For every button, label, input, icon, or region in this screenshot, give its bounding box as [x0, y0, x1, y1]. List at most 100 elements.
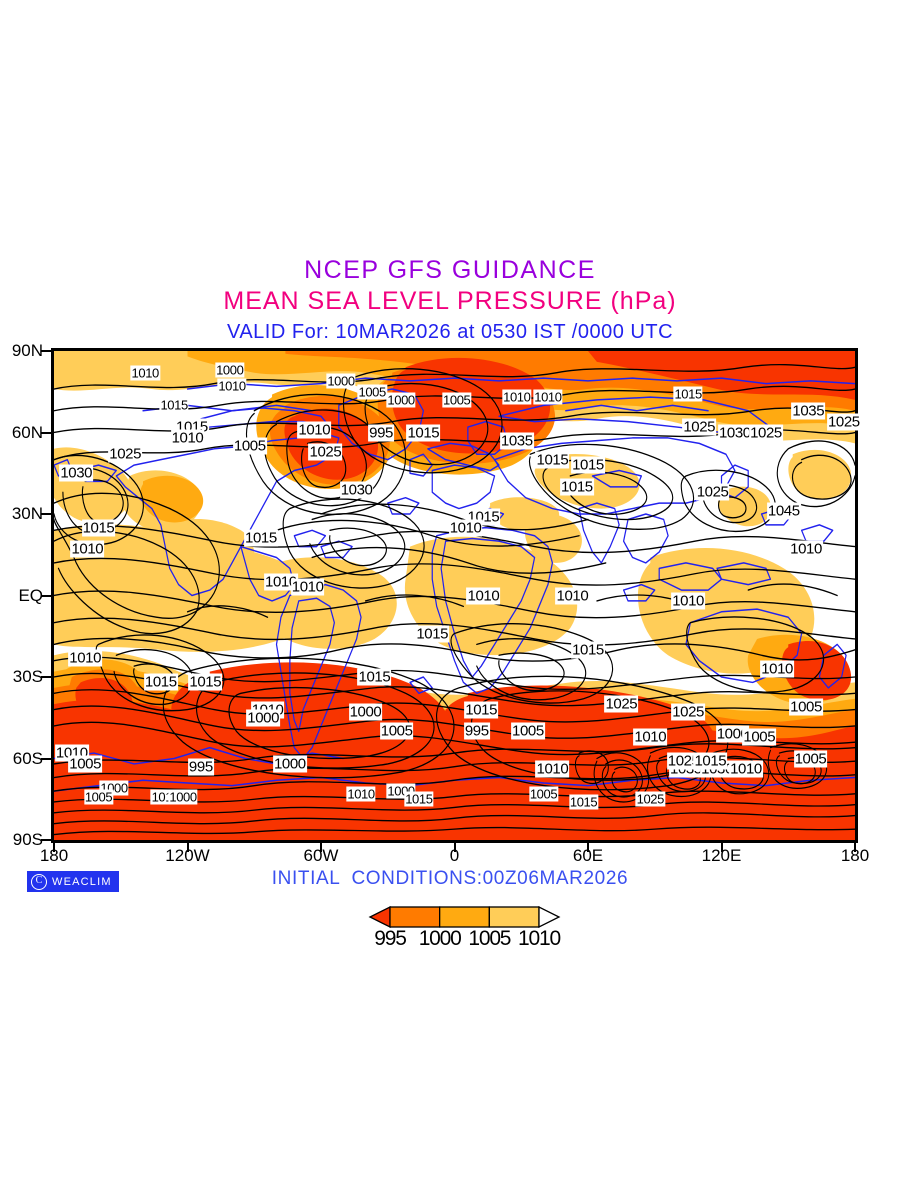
contour-label: 1000	[168, 789, 198, 805]
x-axis-label-60e: 60E	[572, 846, 604, 865]
x-axis-label-180: 180	[39, 846, 69, 865]
y-axis-tick	[41, 757, 51, 760]
y-axis-tick	[41, 676, 51, 678]
x-axis-label-180: 180	[840, 846, 870, 865]
map-container: 90N 60N 30N EQ 30S 60S 90S 180 120W 60W 0 60E 120E 1…	[12, 341, 869, 865]
contour-label: 1025	[671, 703, 706, 721]
contour-label: 1005	[789, 698, 823, 716]
y-axis-label-30n: 30N	[11, 504, 43, 523]
contour-label: 1010	[217, 378, 247, 394]
y-axis-tick	[41, 594, 51, 597]
x-axis-tick	[53, 843, 55, 852]
contour-label: 1025	[695, 483, 730, 501]
contour-label: 1005	[68, 755, 103, 773]
contour-label: 1005	[379, 722, 414, 740]
contour-label: 1010	[346, 786, 376, 802]
contour-label: 1035	[791, 402, 826, 420]
contour-label: 995	[187, 758, 214, 776]
contour-label: 1005	[442, 392, 472, 408]
contour-label: 1010	[671, 592, 706, 610]
contour-label: 1010	[633, 728, 668, 746]
contour-label: 1005	[511, 722, 545, 740]
contour-label: 1000	[215, 362, 245, 378]
initial-conditions-label: INITIAL CONDITIONS:00Z06MAR2026	[271, 868, 629, 889]
weaclim-logo[interactable]: C WEACLIM	[27, 871, 119, 892]
contour-label: 1010	[70, 540, 105, 558]
y-axis-label-90s: 90S	[12, 830, 43, 849]
chart-subtitle: MEAN SEA LEVEL PRESSURE (hPa)	[223, 287, 677, 315]
x-axis-label-120e: 120E	[701, 846, 742, 865]
contour-label: 1030	[59, 464, 94, 482]
contour-label: 1015	[188, 673, 223, 691]
contour-label: 1010	[448, 519, 483, 537]
colorbar-tick-labels: 995 1000 1005 1010	[368, 928, 561, 952]
contour-label: 1015	[357, 668, 392, 686]
contour-label: 1010	[729, 760, 763, 778]
x-axis-tick	[854, 843, 856, 852]
y-axis-tick	[41, 350, 51, 352]
contour-label: 1010	[789, 540, 823, 558]
contour-label: 1010	[533, 389, 563, 405]
contour-label: 1005	[357, 384, 387, 400]
contour-label: 1010	[535, 760, 570, 778]
colorbar-segment	[389, 906, 441, 928]
contour-label: 1010	[555, 587, 590, 604]
x-axis-tick	[720, 843, 723, 852]
contour-label: 1025	[666, 752, 701, 770]
contour-label: 1010	[68, 649, 103, 667]
contour-label: 1010	[466, 587, 501, 604]
contour-label: 1025	[682, 418, 717, 436]
contour-label: 1015	[143, 673, 178, 691]
contour-label: 1010	[760, 660, 795, 678]
y-axis-label-eq: EQ	[18, 585, 43, 605]
y-axis-label-30s: 30S	[12, 667, 43, 686]
contour-label: 1000	[326, 373, 356, 389]
contour-label: 1015	[693, 752, 728, 770]
contour-label: 1015	[571, 641, 605, 659]
x-axis-tick	[186, 843, 189, 852]
y-axis-tick	[41, 839, 51, 841]
contour-label: 1045	[766, 502, 801, 520]
contour-label: 1010	[170, 429, 205, 447]
y-axis-tick	[41, 513, 51, 515]
x-axis-tick	[320, 843, 322, 852]
contour-label: 1010	[502, 389, 532, 405]
contour-label: 1000	[386, 392, 416, 408]
contour-label: 1015	[464, 701, 499, 719]
colorbar-label-995: 995	[374, 927, 407, 950]
contour-label: 1025	[108, 445, 143, 463]
contour-label: 1025	[308, 443, 343, 461]
contour-label: 995	[463, 722, 490, 740]
x-axis-label-120w: 120W	[165, 846, 210, 865]
contour-label: 1030	[717, 424, 752, 441]
contour-label: 1015	[244, 529, 278, 547]
colorbar-label-1000: 1000	[418, 927, 462, 950]
contour-label: 1015	[571, 456, 605, 474]
colorbar-label-1005: 1005	[468, 927, 511, 950]
y-axis-label-90n: 90N	[11, 341, 43, 360]
logo-label: WEACLIM	[52, 875, 112, 888]
page-title: NCEP GFS GUIDANCE	[304, 256, 596, 284]
valid-time-label: VALID For: 10MAR2026 at 0530 IST /0000 U…	[226, 321, 674, 343]
contour-label: 1015	[559, 478, 594, 496]
contour-label: 1025	[749, 424, 783, 441]
contour-label: 1000	[246, 709, 281, 727]
y-axis-label-60n: 60N	[11, 422, 43, 442]
contour-label: 1025	[635, 791, 665, 807]
contour-label: 1015	[415, 625, 450, 643]
colorbar-segment	[368, 905, 391, 929]
contour-label: 1000	[348, 703, 383, 721]
contour-label: 1005	[742, 728, 777, 746]
contour-label: 1010	[297, 421, 332, 439]
contour-label: 1010	[264, 573, 298, 591]
contour-label: 1005	[528, 786, 559, 802]
contour-label: 1015	[81, 519, 116, 537]
colorbar-segment	[488, 906, 540, 928]
contour-label: 995	[368, 424, 394, 441]
contour-label: 1015	[673, 386, 703, 402]
x-axis-tick	[587, 843, 589, 852]
contour-label: 1025	[604, 695, 639, 713]
colorbar-segment	[538, 905, 561, 929]
contour-label: 1000	[272, 755, 307, 773]
